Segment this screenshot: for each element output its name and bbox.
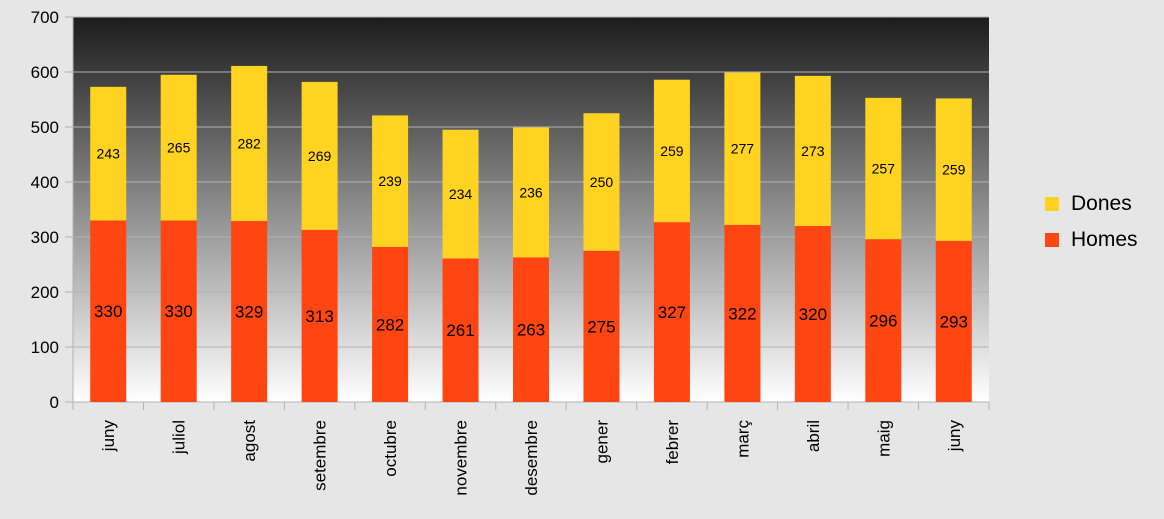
y-tick-label: 0: [50, 393, 59, 412]
data-label-dones: 259: [660, 143, 684, 159]
x-tick-label: setembre: [311, 420, 330, 491]
data-label-homes: 261: [446, 321, 474, 340]
axes: 0 100 200 300 400 500 600 700 juny juliol agost set…: [31, 8, 990, 496]
x-tick-label: desembre: [522, 420, 541, 496]
x-tick-label: febrer: [663, 420, 682, 465]
data-label-homes: 320: [799, 305, 827, 324]
data-label-dones: 269: [308, 148, 332, 164]
data-label-dones: 277: [731, 141, 755, 157]
bar-dones: [794, 75, 831, 226]
legend-swatch-dones: [1045, 197, 1059, 211]
bar-homes: [583, 250, 620, 402]
x-tick-label: juny: [99, 420, 118, 453]
bar-dones: [724, 72, 761, 225]
data-label-homes: 329: [235, 302, 263, 321]
legend-label-homes: Homes: [1071, 228, 1138, 251]
bar-dones: [513, 127, 549, 258]
bar-homes: [513, 257, 549, 402]
legend-swatch-homes: [1045, 233, 1059, 247]
data-label-homes: 330: [94, 302, 122, 321]
legend-item-homes: Homes: [1045, 222, 1163, 258]
x-tick-label: maig: [874, 420, 893, 457]
bar-dones: [372, 115, 409, 247]
bar-homes: [865, 239, 902, 402]
data-label-homes: 263: [517, 321, 545, 340]
data-label-dones: 239: [378, 173, 402, 189]
bar-homes: [935, 240, 972, 402]
y-tick-label: 200: [31, 283, 59, 302]
bars: [90, 65, 972, 402]
bar-homes: [653, 222, 690, 402]
data-label-homes: 330: [165, 302, 193, 321]
bar-dones: [583, 113, 620, 251]
y-tick-label: 600: [31, 63, 59, 82]
x-tick-label: agost: [240, 420, 259, 462]
x-tick-label: juny: [945, 420, 964, 453]
bar-dones: [231, 65, 268, 222]
x-tick-label: octubre: [381, 420, 400, 477]
bar-homes: [442, 258, 479, 402]
data-label-homes: 327: [658, 303, 686, 322]
data-label-homes: 322: [728, 304, 756, 323]
x-tick-label: novembre: [452, 420, 471, 496]
y-tick-label: 700: [31, 8, 59, 27]
data-label-homes: 293: [940, 312, 968, 331]
legend-item-dones: Dones: [1045, 186, 1163, 222]
data-label-dones: 265: [167, 140, 191, 156]
bar-homes: [90, 220, 127, 402]
y-tick-label: 500: [31, 118, 59, 137]
bar-homes: [794, 226, 831, 402]
y-tick-label: 100: [31, 338, 59, 357]
data-label-homes: 313: [305, 307, 333, 326]
x-tick-label: gener: [592, 420, 611, 464]
data-label-homes: 275: [587, 317, 615, 336]
data-label-dones: 234: [449, 186, 473, 202]
x-tick-label: juliol: [170, 420, 189, 455]
legend-label-dones: Dones: [1071, 192, 1132, 215]
bar-homes: [372, 246, 409, 402]
bar-homes: [301, 229, 338, 402]
bar-dones: [160, 74, 197, 221]
x-tick-label: març: [733, 420, 752, 458]
bar-dones: [935, 98, 972, 241]
bar-homes: [724, 224, 761, 402]
data-label-dones: 250: [590, 174, 614, 190]
y-tick-label: 300: [31, 228, 59, 247]
bar-homes: [231, 221, 268, 402]
data-label-dones: 282: [237, 135, 261, 151]
y-tick-label: 400: [31, 173, 59, 192]
data-label-dones: 259: [942, 162, 966, 178]
bar-dones: [90, 86, 127, 221]
legend: Dones Homes: [1045, 186, 1163, 258]
x-tick-label: abril: [804, 420, 823, 452]
data-label-homes: 296: [869, 312, 897, 331]
data-label-dones: 243: [97, 146, 121, 162]
bar-dones: [442, 129, 479, 259]
data-label-dones: 236: [519, 184, 543, 200]
bar-dones: [653, 79, 690, 223]
data-label-homes: 282: [376, 315, 404, 334]
data-label-dones: 273: [801, 143, 825, 159]
data-labels: 330 243 330 265 329 282 313 269 282 239 261 234 263 2…: [94, 135, 968, 340]
bar-homes: [160, 220, 197, 402]
bar-dones: [301, 81, 338, 230]
data-label-dones: 257: [872, 160, 896, 176]
bar-dones: [865, 97, 902, 240]
